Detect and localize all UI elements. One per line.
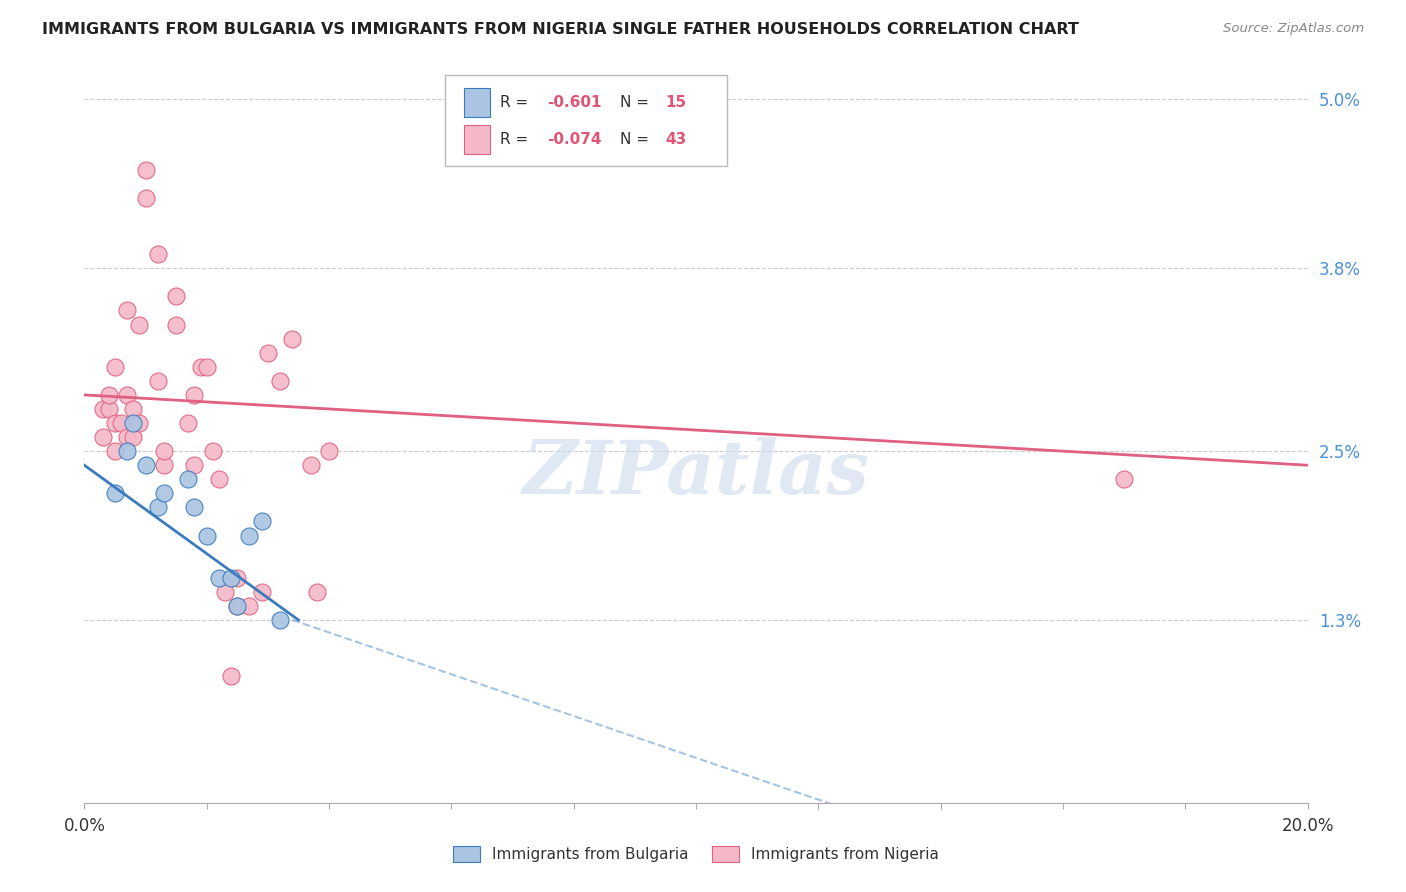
- Point: [219, 571, 242, 585]
- Point: [91, 430, 114, 444]
- Point: [195, 528, 218, 542]
- Text: N =: N =: [620, 132, 654, 147]
- Point: [177, 472, 200, 486]
- Point: [110, 416, 132, 430]
- Point: [122, 430, 145, 444]
- Point: [1114, 472, 1136, 486]
- FancyBboxPatch shape: [446, 75, 727, 167]
- Text: R =: R =: [501, 95, 533, 111]
- Point: [104, 359, 127, 374]
- Point: [238, 599, 260, 613]
- Point: [135, 162, 157, 177]
- Point: [97, 388, 120, 402]
- Point: [153, 444, 176, 458]
- Point: [269, 613, 291, 627]
- Point: [305, 584, 328, 599]
- Point: [219, 669, 242, 683]
- Point: [135, 458, 157, 473]
- Point: [195, 359, 218, 374]
- Point: [269, 374, 291, 388]
- Point: [183, 500, 205, 515]
- Text: -0.601: -0.601: [547, 95, 602, 111]
- Point: [183, 458, 205, 473]
- Point: [318, 444, 340, 458]
- Point: [250, 584, 273, 599]
- Text: 15: 15: [665, 95, 686, 111]
- Bar: [464, 125, 491, 154]
- Point: [128, 318, 150, 332]
- Point: [91, 401, 114, 416]
- Point: [226, 571, 249, 585]
- Text: -0.074: -0.074: [547, 132, 602, 147]
- Point: [226, 599, 249, 613]
- Point: [165, 318, 187, 332]
- Bar: [464, 88, 491, 118]
- Text: R =: R =: [501, 132, 533, 147]
- Point: [115, 388, 138, 402]
- Point: [238, 528, 260, 542]
- Point: [146, 500, 169, 515]
- Point: [115, 444, 138, 458]
- Point: [115, 303, 138, 318]
- Text: 43: 43: [665, 132, 686, 147]
- Point: [201, 444, 224, 458]
- Point: [153, 486, 176, 500]
- Point: [208, 472, 231, 486]
- Point: [226, 599, 249, 613]
- Point: [257, 345, 280, 359]
- Point: [165, 289, 187, 303]
- Point: [183, 388, 205, 402]
- Point: [250, 515, 273, 529]
- Point: [146, 374, 169, 388]
- Point: [281, 332, 304, 346]
- Text: Source: ZipAtlas.com: Source: ZipAtlas.com: [1223, 22, 1364, 36]
- Point: [104, 416, 127, 430]
- Point: [190, 359, 212, 374]
- Point: [122, 416, 145, 430]
- Point: [146, 247, 169, 261]
- Point: [104, 486, 127, 500]
- Text: N =: N =: [620, 95, 654, 111]
- Legend: Immigrants from Bulgaria, Immigrants from Nigeria: Immigrants from Bulgaria, Immigrants fro…: [447, 840, 945, 868]
- Point: [153, 458, 176, 473]
- Point: [122, 401, 145, 416]
- Point: [135, 191, 157, 205]
- Point: [104, 444, 127, 458]
- Point: [115, 430, 138, 444]
- Point: [97, 401, 120, 416]
- Point: [214, 584, 236, 599]
- Point: [208, 571, 231, 585]
- Text: IMMIGRANTS FROM BULGARIA VS IMMIGRANTS FROM NIGERIA SINGLE FATHER HOUSEHOLDS COR: IMMIGRANTS FROM BULGARIA VS IMMIGRANTS F…: [42, 22, 1078, 37]
- Point: [299, 458, 322, 473]
- Text: ZIPatlas: ZIPatlas: [523, 437, 869, 510]
- Point: [177, 416, 200, 430]
- Point: [128, 416, 150, 430]
